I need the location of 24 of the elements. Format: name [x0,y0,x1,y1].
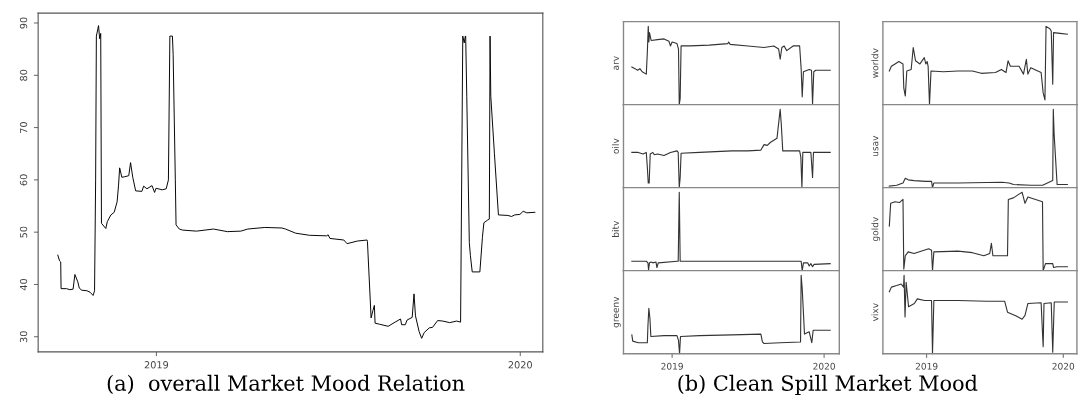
x-tick-label: 2019 [915,362,938,370]
y-axis-title: oilv [611,138,619,154]
x-tick-label: 2019 [144,361,169,369]
y-tick-label: 40 [19,278,28,291]
y-tick-label: 90 [19,17,28,29]
x-tick-label: 2020 [813,362,835,370]
y-tick-label: 60 [19,174,28,186]
y-axis-title: bitv [611,220,619,237]
line-series [57,25,536,339]
y-axis-title: greenv [613,296,621,328]
x-tick-label: 2020 [508,361,532,369]
y-tick-label: 80 [19,69,28,81]
y-axis-title: usav [873,135,879,157]
text: (b) Clean Spill Market Mood [678,374,978,395]
y-axis-title: arv [613,56,619,70]
x-tick-label: 2020 [1052,362,1075,370]
y-axis-title: worldv [871,48,879,78]
y-axis-title: goldv [871,217,881,242]
y-tick-label: 30 [19,331,28,343]
y-tick-label: 70 [19,122,28,133]
y-tick-label: 50 [19,226,28,238]
x-tick-label: 2019 [661,362,683,370]
y-axis-title: vixv [871,303,879,322]
text: (a) overall Market Mood Relation [107,374,465,394]
